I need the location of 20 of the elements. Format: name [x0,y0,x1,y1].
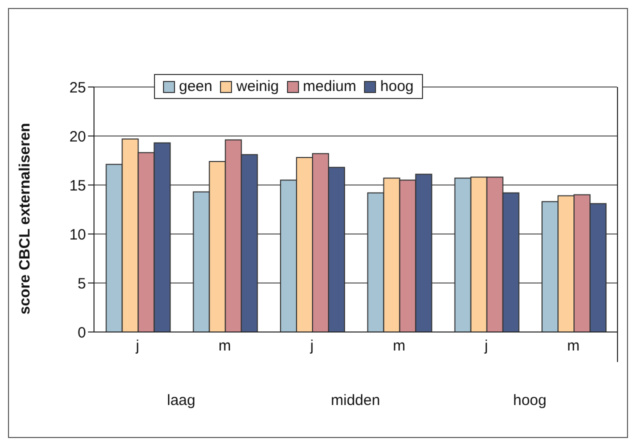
legend-label: hoog [379,78,414,95]
x-tick-label: m [392,338,406,355]
legend-label: medium [302,78,356,95]
y-tick-label: 25 [69,79,86,96]
legend-label: geen [178,78,212,95]
legend-label: weinig [235,78,279,95]
y-axis-title: score CBCL externaliseren [16,123,34,314]
x-tick-label: j [484,338,488,355]
y-tick-label: 20 [69,128,86,146]
y-tick-label: 10 [69,226,86,244]
text: hoog [512,392,548,409]
text: laag [166,392,196,409]
y-tick-label: 5 [78,275,86,292]
x-tick-label: m [567,338,580,355]
x-tick-label: m [218,338,231,355]
y-tick-label: 0 [78,324,86,342]
y-tick-label: 15 [69,177,86,194]
text: midden [330,392,382,409]
x-tick-label: j [134,338,140,355]
x-tick-label: j [309,338,314,355]
